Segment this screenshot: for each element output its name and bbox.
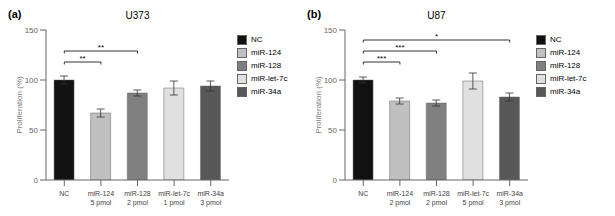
svg-text:150: 150 xyxy=(25,26,39,35)
html-text:miR-34a: miR-34a xyxy=(251,87,282,96)
html-text:miR-124: miR-124 xyxy=(251,48,282,57)
svg-text:miR-1282 pmol: miR-1282 pmol xyxy=(423,190,450,207)
svg-text:50: 50 xyxy=(328,126,337,135)
svg-text:***: *** xyxy=(395,43,404,52)
svg-text:*: * xyxy=(435,32,438,41)
html-text:U87: U87 xyxy=(427,10,446,21)
svg-text:Proliferation (%): Proliferation (%) xyxy=(314,76,323,134)
svg-text:100: 100 xyxy=(324,76,338,85)
html-text:miR-128: miR-128 xyxy=(550,61,581,70)
svg-text:100: 100 xyxy=(25,76,39,85)
svg-text:miR-1245 pmol: miR-1245 pmol xyxy=(88,190,115,207)
svg-text:NC: NC xyxy=(59,190,69,197)
svg-text:50: 50 xyxy=(29,126,38,135)
svg-text:miR-34a3 pmol: miR-34a3 pmol xyxy=(197,190,224,207)
html-text:(a): (a) xyxy=(8,8,22,20)
svg-text:miR-let-7c5 pmol: miR-let-7c5 pmol xyxy=(457,190,489,207)
svg-text:miR-34a3 pmol: miR-34a3 pmol xyxy=(496,190,523,207)
html-text:NC: NC xyxy=(251,35,263,44)
svg-text:***: *** xyxy=(377,54,386,63)
svg-text:150: 150 xyxy=(324,26,338,35)
html-text:miR-34a: miR-34a xyxy=(550,87,581,96)
html-text:miR-let-7c: miR-let-7c xyxy=(251,74,288,83)
html-text:miR-124: miR-124 xyxy=(550,48,581,57)
svg-text:**: ** xyxy=(98,43,104,52)
html-text:miR-128: miR-128 xyxy=(251,61,282,70)
svg-text:**: ** xyxy=(79,54,85,63)
svg-text:0: 0 xyxy=(34,176,39,185)
html-text:NC: NC xyxy=(550,35,562,44)
html-text:(b): (b) xyxy=(307,8,321,20)
html-text:U373: U373 xyxy=(125,10,150,21)
svg-text:0: 0 xyxy=(333,176,338,185)
svg-text:miR-let-7c1 pmol: miR-let-7c1 pmol xyxy=(158,190,190,207)
html-text:miR-let-7c: miR-let-7c xyxy=(550,74,587,83)
svg-text:Proliferation (%): Proliferation (%) xyxy=(15,76,24,134)
svg-text:NC: NC xyxy=(358,190,368,197)
svg-text:miR-1242 pmol: miR-1242 pmol xyxy=(387,190,414,207)
svg-text:miR-1282 pmol: miR-1282 pmol xyxy=(124,190,151,207)
